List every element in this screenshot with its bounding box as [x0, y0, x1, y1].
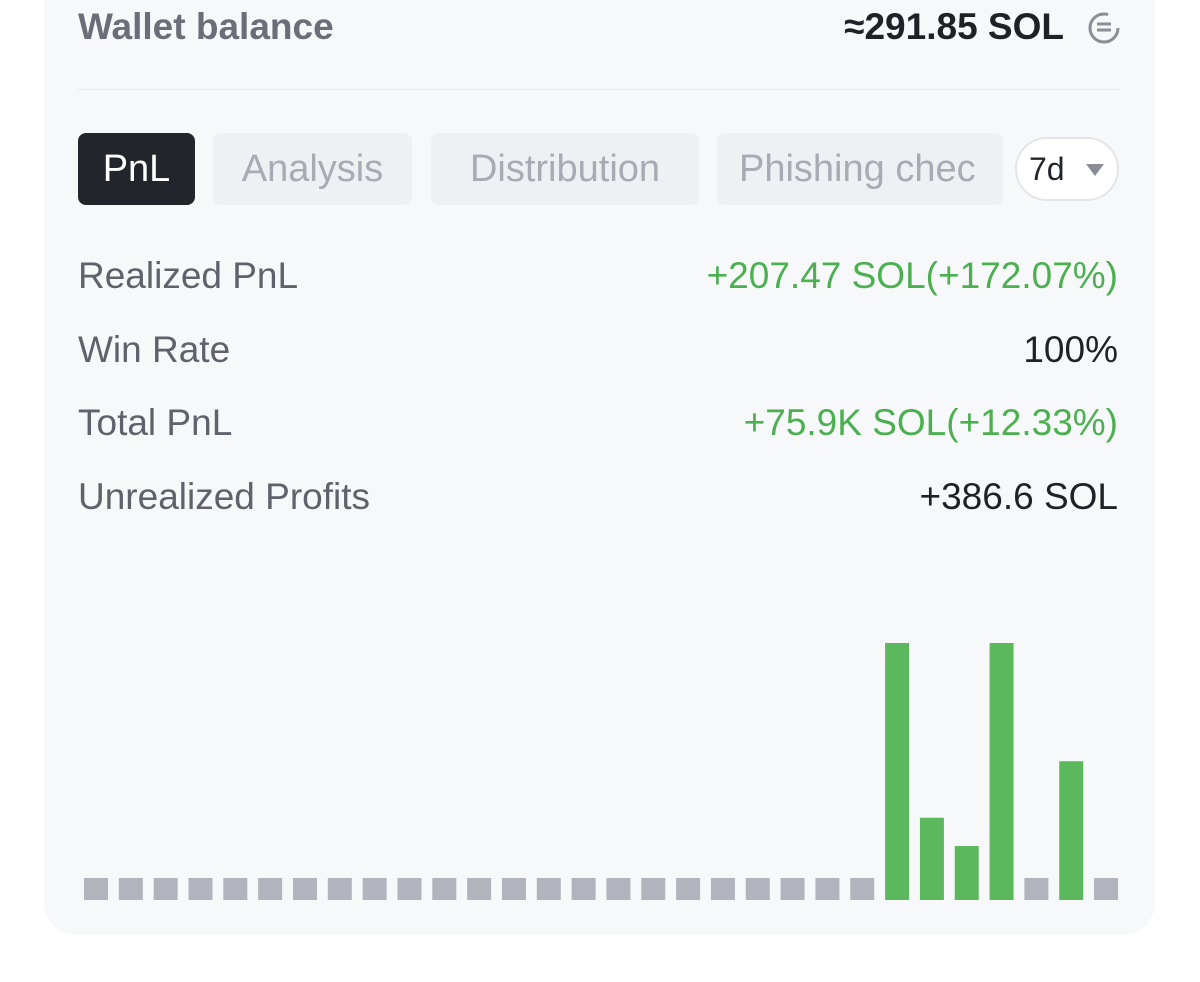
tab[interactable]: PnL [78, 133, 195, 205]
stat-value: 100% [1023, 328, 1118, 370]
refresh-icon[interactable] [1084, 8, 1124, 48]
stat-value: +207.47 SOL(+172.07%) [706, 255, 1118, 296]
tab[interactable]: Distribution [431, 133, 699, 205]
dropdown-arrow [1086, 164, 1104, 176]
tab[interactable]: Analysis [213, 133, 412, 205]
period-dropdown[interactable]: 7d [1015, 137, 1119, 201]
stat-label: Total PnL [78, 402, 233, 443]
wallet-label: Wallet balance [78, 6, 334, 47]
divider [78, 89, 1121, 90]
period-value: 7d [1029, 151, 1065, 187]
stat-label: Realized PnL [78, 255, 299, 296]
stat-label: Unrealized Profits [78, 475, 371, 517]
tab[interactable]: Phishing chec [717, 133, 1003, 205]
stat-label: Win Rate [78, 328, 231, 370]
wallet-value: ≈291.85 SOL [844, 6, 1064, 47]
stat-value: +386.6 SOL [919, 475, 1118, 517]
stat-value: +75.9K SOL(+12.33%) [743, 402, 1118, 443]
